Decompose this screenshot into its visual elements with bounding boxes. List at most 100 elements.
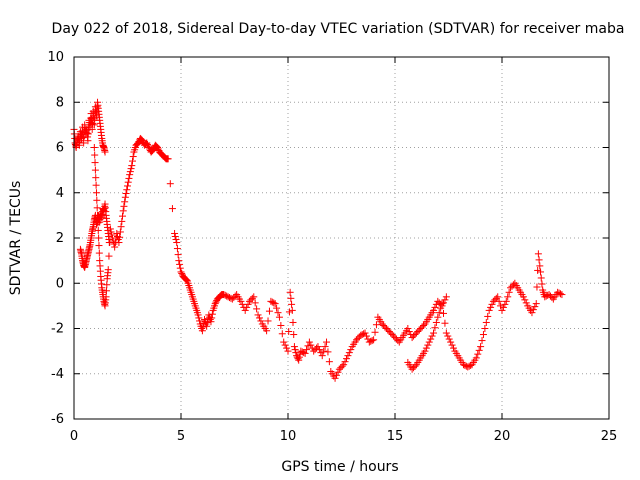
data-point bbox=[94, 226, 102, 234]
data-point bbox=[275, 313, 283, 321]
data-point bbox=[107, 228, 115, 236]
data-point bbox=[358, 331, 366, 339]
data-point bbox=[220, 291, 228, 299]
data-point bbox=[254, 311, 262, 319]
data-point bbox=[91, 159, 99, 167]
data-point bbox=[347, 346, 355, 354]
x-tick-label: 0 bbox=[70, 429, 78, 444]
data-point bbox=[294, 355, 302, 363]
data-point bbox=[285, 308, 293, 316]
data-point bbox=[284, 347, 292, 355]
x-tick-label: 25 bbox=[601, 429, 618, 444]
data-point bbox=[361, 329, 369, 337]
data-point bbox=[392, 335, 400, 343]
data-point bbox=[120, 202, 128, 210]
data-point bbox=[250, 293, 258, 301]
data-point bbox=[149, 146, 157, 154]
data-point bbox=[144, 142, 152, 150]
data-point bbox=[538, 280, 546, 288]
data-point bbox=[102, 293, 110, 301]
data-point bbox=[166, 180, 174, 188]
data-point bbox=[271, 300, 279, 308]
data-point bbox=[95, 234, 103, 242]
data-point bbox=[230, 294, 238, 302]
data-point bbox=[228, 295, 236, 303]
data-point bbox=[372, 321, 380, 329]
data-point bbox=[331, 374, 339, 382]
data-point bbox=[531, 303, 539, 311]
data-point bbox=[442, 329, 450, 337]
data-point bbox=[430, 329, 438, 337]
data-point bbox=[117, 223, 125, 231]
data-point bbox=[522, 299, 530, 307]
data-point bbox=[300, 349, 308, 357]
data-point bbox=[290, 343, 298, 351]
y-tick-label: 10 bbox=[47, 50, 64, 65]
data-point bbox=[304, 342, 312, 350]
data-point bbox=[547, 292, 555, 300]
data-point bbox=[164, 155, 172, 163]
data-point bbox=[394, 337, 402, 345]
data-point bbox=[410, 332, 418, 340]
data-point bbox=[341, 358, 349, 366]
data-point bbox=[203, 322, 211, 330]
data-point bbox=[143, 139, 151, 147]
data-point bbox=[224, 293, 232, 301]
data-point bbox=[417, 325, 425, 332]
data-point bbox=[153, 144, 161, 151]
y-tick-label: 4 bbox=[56, 186, 64, 201]
data-point bbox=[268, 298, 276, 306]
data-point bbox=[501, 300, 509, 308]
data-point bbox=[535, 256, 543, 264]
data-point bbox=[285, 328, 293, 336]
x-tick-label: 15 bbox=[387, 429, 404, 444]
data-point bbox=[415, 326, 423, 334]
data-point bbox=[264, 317, 272, 325]
data-point bbox=[505, 288, 513, 296]
data-point bbox=[89, 113, 97, 121]
data-point bbox=[102, 287, 110, 295]
data-point bbox=[420, 321, 428, 329]
data-point bbox=[345, 349, 353, 357]
x-tick-label: 20 bbox=[494, 429, 511, 444]
data-point bbox=[93, 204, 101, 212]
data-point bbox=[508, 282, 516, 290]
data-point bbox=[352, 336, 360, 344]
data-point bbox=[465, 362, 473, 370]
data-point bbox=[196, 317, 204, 325]
data-point bbox=[90, 121, 98, 129]
data-point bbox=[211, 300, 219, 308]
data-point bbox=[370, 336, 378, 344]
data-point bbox=[208, 314, 216, 322]
data-point bbox=[432, 318, 440, 326]
data-point bbox=[479, 331, 487, 339]
data-point bbox=[124, 178, 132, 186]
data-point bbox=[434, 297, 442, 305]
data-point bbox=[255, 314, 263, 322]
data-point bbox=[113, 229, 121, 237]
data-point bbox=[449, 344, 457, 352]
data-point bbox=[521, 296, 529, 304]
data-point bbox=[176, 260, 184, 268]
data-point bbox=[263, 327, 271, 335]
data-point bbox=[273, 304, 281, 312]
data-point bbox=[283, 344, 291, 352]
data-point bbox=[344, 352, 352, 360]
data-point bbox=[280, 338, 288, 346]
data-point bbox=[362, 332, 370, 340]
plot-frame bbox=[73, 56, 610, 420]
data-point bbox=[199, 323, 207, 331]
grid-lines bbox=[74, 57, 609, 419]
data-point bbox=[411, 362, 419, 370]
data-point bbox=[390, 332, 398, 340]
data-point bbox=[288, 300, 296, 308]
data-point bbox=[411, 331, 419, 339]
data-point bbox=[298, 348, 306, 356]
data-point bbox=[122, 190, 130, 198]
x-tick-label: 5 bbox=[177, 429, 185, 444]
data-point bbox=[440, 299, 448, 307]
data-point bbox=[270, 299, 278, 307]
data-point bbox=[548, 294, 556, 302]
data-point bbox=[445, 335, 453, 343]
